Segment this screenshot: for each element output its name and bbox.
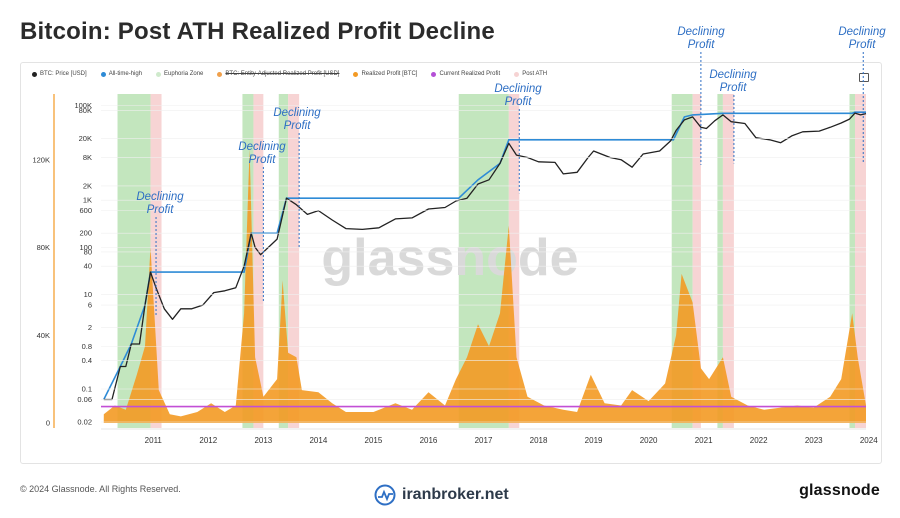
legend-swatch-icon <box>431 71 437 77</box>
legend-label: All-time-high <box>108 71 143 77</box>
pulse-logo-icon <box>374 484 396 506</box>
legend-swatch-icon <box>32 71 37 77</box>
legend-item[interactable]: BTC: Price [USD] <box>32 71 87 77</box>
annotation-label: Declining <box>677 26 725 38</box>
legend-label: BTC: Price [USD] <box>40 71 87 77</box>
chart-legend: BTC: Price [USD] All-time-high Euphoria Zo… <box>32 71 561 77</box>
legend-item[interactable]: BTC: Entity-Adjusted Realized Profit [US… <box>217 71 339 77</box>
legend-label: BTC: Entity-Adjusted Realized Profit [US… <box>225 71 340 77</box>
legend-item[interactable]: Post ATH <box>514 71 547 77</box>
chart-panel <box>20 62 882 464</box>
annotation-label: Profit <box>849 39 877 51</box>
legend-swatch-icon <box>217 71 223 77</box>
camera-icon[interactable] <box>859 73 869 82</box>
glassnode-logo: glassnode <box>799 482 880 499</box>
brand-block[interactable]: iranbroker.net <box>374 484 509 506</box>
annotation-label: Profit <box>688 39 716 51</box>
legend-item[interactable]: All-time-high <box>100 71 143 77</box>
legend-item[interactable]: Euphoria Zone <box>156 71 203 77</box>
legend-swatch-icon <box>514 71 520 77</box>
legend-label: Current Realized Profit <box>439 71 501 77</box>
legend-item[interactable]: Realized Profit [BTC] <box>353 71 417 77</box>
legend-swatch-icon <box>100 71 106 77</box>
legend-label: Realized Profit [BTC] <box>361 71 418 77</box>
copyright-text: © 2024 Glassnode. All Rights Reserved. <box>20 484 181 494</box>
legend-swatch-icon <box>353 71 359 77</box>
annotation-label: Declining <box>838 26 886 38</box>
legend-swatch-icon <box>156 71 162 77</box>
legend-label: Euphoria Zone <box>164 71 204 77</box>
legend-label: Post ATH <box>522 71 548 77</box>
legend-item[interactable]: Current Realized Profit <box>431 71 500 77</box>
brand-name: iranbroker.net <box>402 486 509 503</box>
chart-title: Bitcoin: Post ATH Realized Profit Declin… <box>20 18 495 45</box>
